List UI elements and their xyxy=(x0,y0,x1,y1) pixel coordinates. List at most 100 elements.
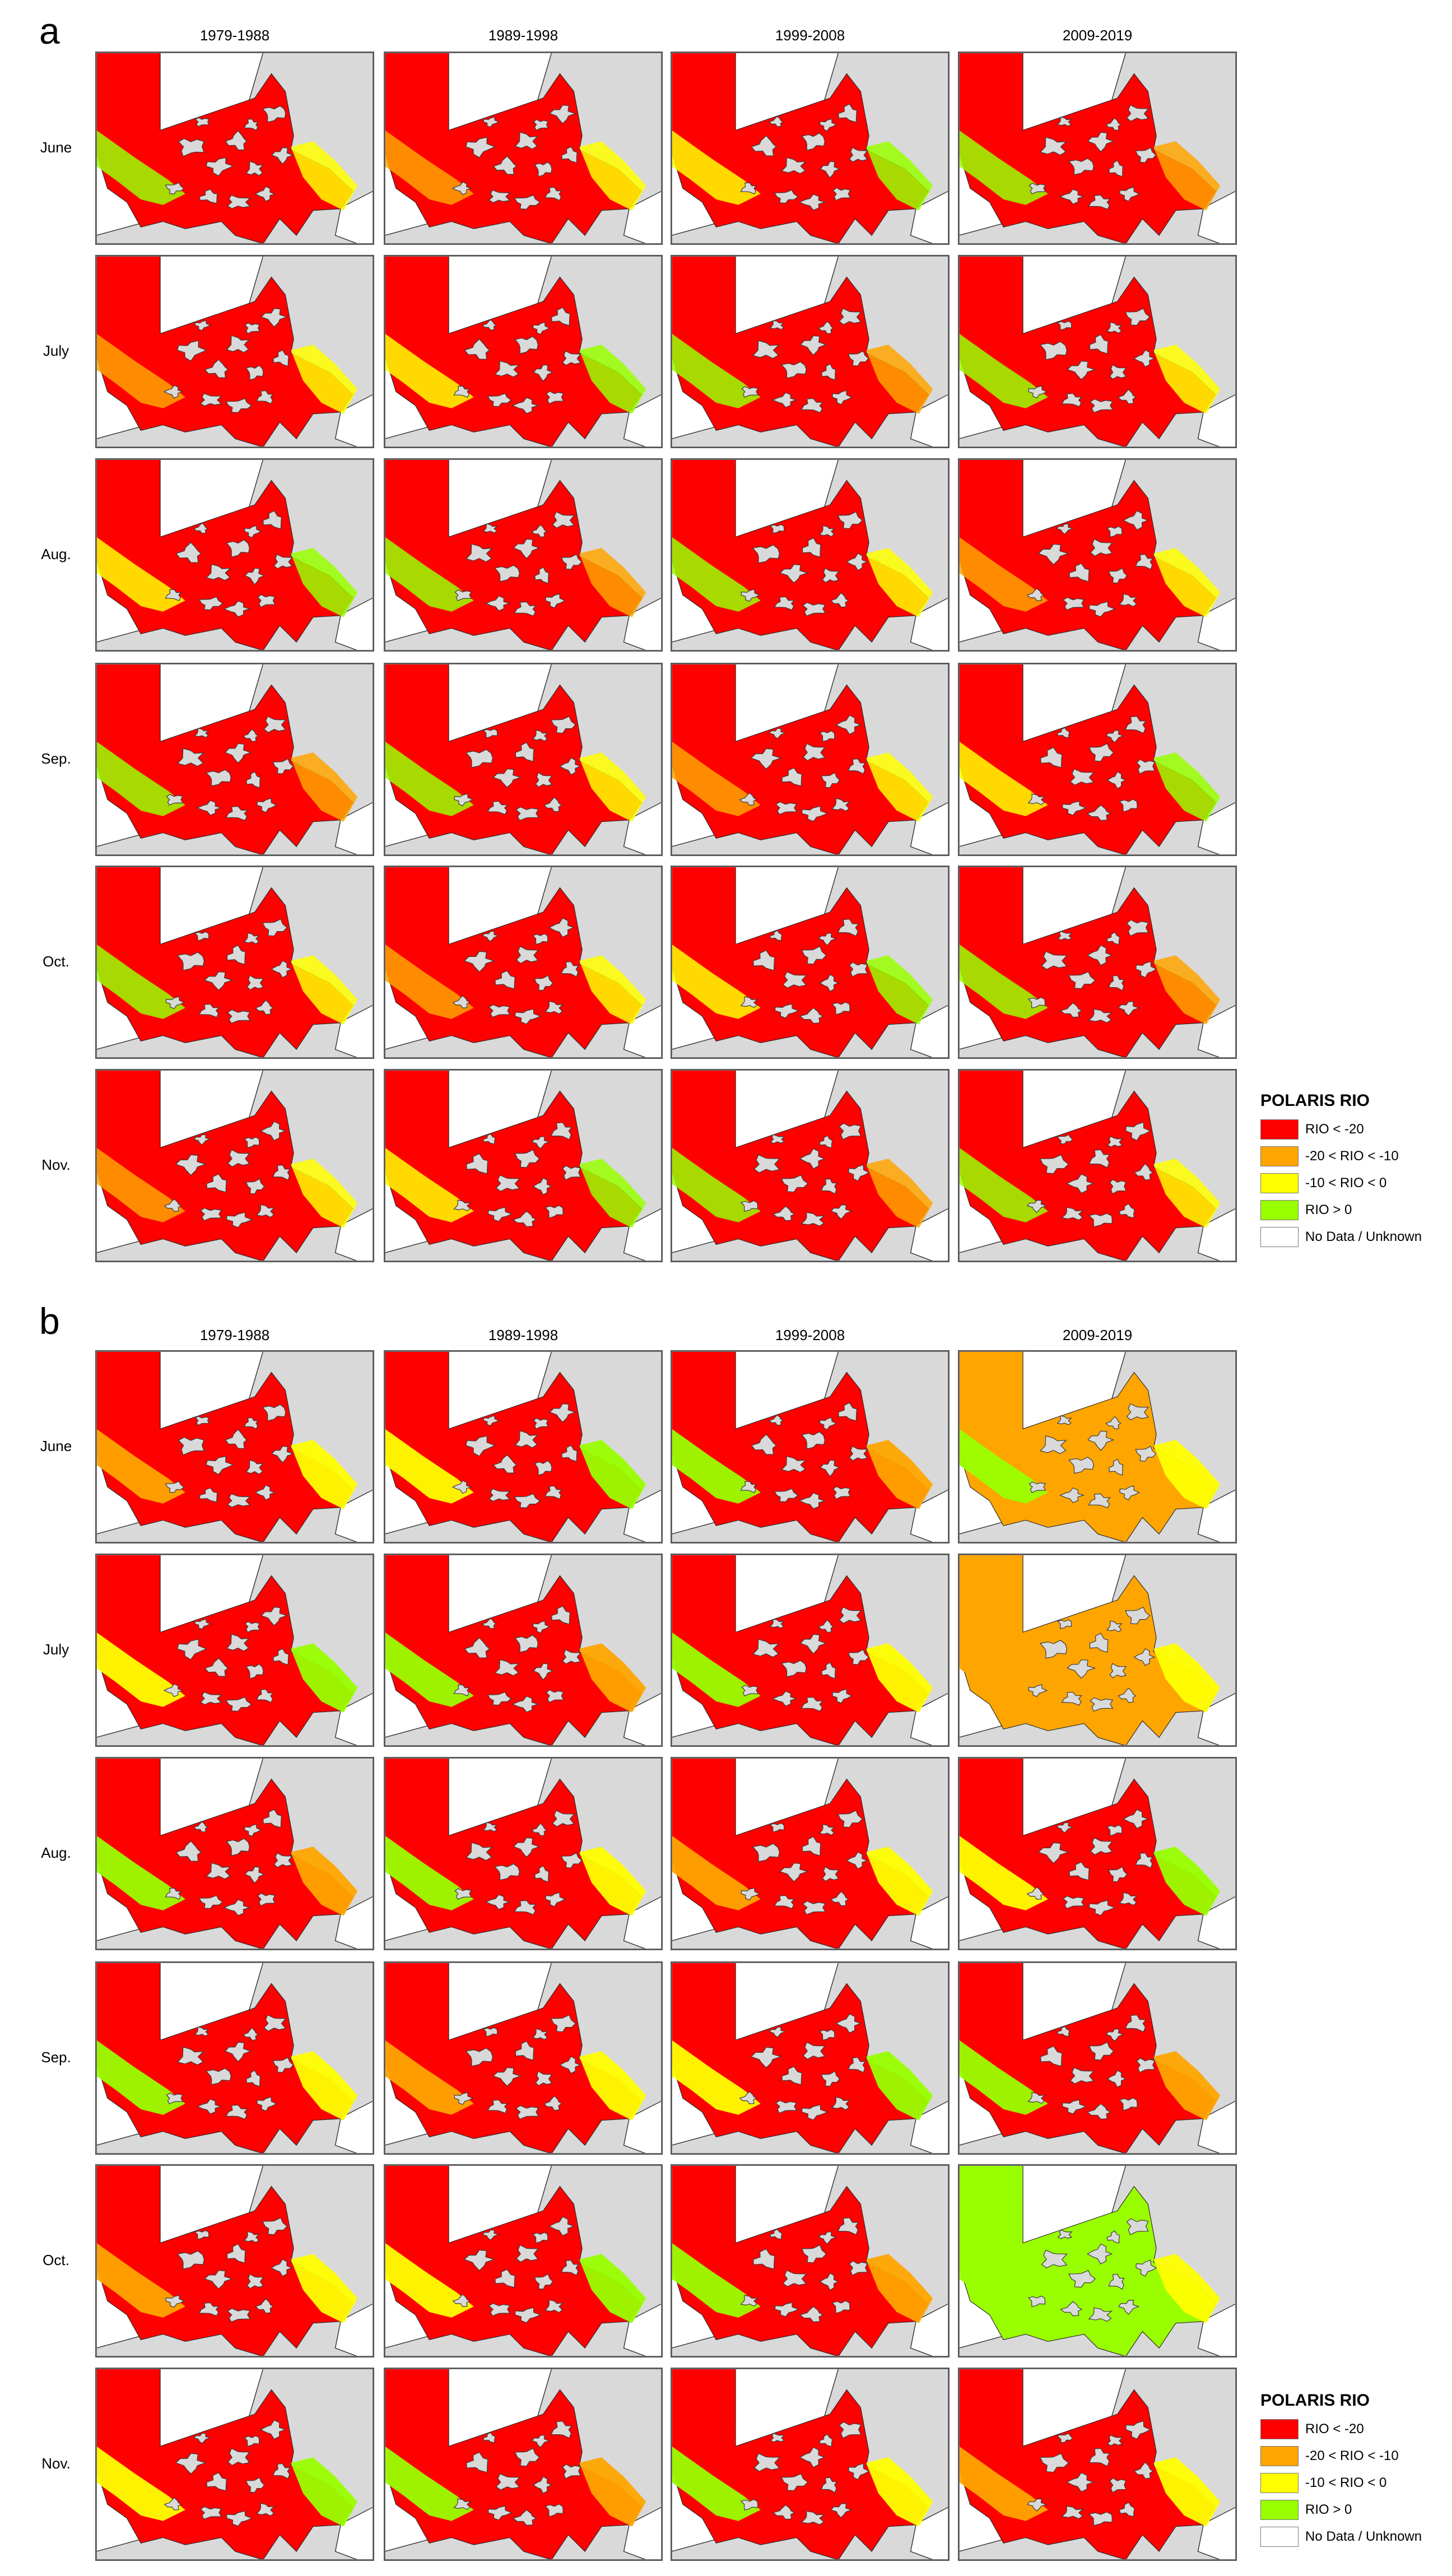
arctic-island xyxy=(769,320,785,330)
coastal-band-west xyxy=(672,2040,761,2115)
arctic-island xyxy=(1109,1179,1127,1194)
arctic-island xyxy=(775,801,798,815)
arctic-island xyxy=(1105,730,1124,743)
arctic-island xyxy=(263,715,287,733)
arctic-island xyxy=(273,1648,289,1666)
arctic-island xyxy=(820,118,837,132)
arctic-island xyxy=(465,137,496,159)
map-frame xyxy=(96,1555,373,1746)
coastal-band-west xyxy=(672,2446,761,2521)
ice-map-cell xyxy=(384,1757,663,1950)
arctic-island xyxy=(271,1445,294,1463)
arctic-island xyxy=(177,748,204,767)
arctic-island xyxy=(226,2243,246,2264)
arctic-island xyxy=(1057,1415,1072,1425)
arctic-island xyxy=(752,1639,780,1658)
coastal-band-west xyxy=(959,2243,1048,2318)
arctic-island xyxy=(837,1810,863,1828)
ice-map-cell xyxy=(384,1069,663,1262)
ice-map-cell xyxy=(95,1554,374,1747)
arctic-island xyxy=(837,511,863,529)
ice-map-svg xyxy=(96,2369,373,2560)
arctic-island xyxy=(197,2099,222,2114)
coastal-band-west xyxy=(385,1429,474,1504)
arctic-island xyxy=(802,602,826,617)
ice-map-cell xyxy=(95,1757,374,1950)
arctic-island xyxy=(769,2229,783,2240)
arctic-island xyxy=(488,2303,511,2317)
arctic-island xyxy=(178,138,205,157)
arctic-island xyxy=(1090,1837,1113,1856)
arctic-island xyxy=(1124,716,1147,734)
ice-map-cell xyxy=(384,2368,663,2561)
coastal-band-east xyxy=(579,1159,646,1228)
coastal-band-east xyxy=(291,752,358,822)
arctic-island xyxy=(546,1689,564,1703)
arctic-island xyxy=(466,1842,493,1861)
arctic-island xyxy=(548,917,575,938)
arctic-island xyxy=(225,806,249,821)
arctic-island xyxy=(485,596,511,611)
arctic-island xyxy=(1126,919,1149,937)
arctic-island xyxy=(515,742,534,762)
ice-map-cell xyxy=(95,1961,374,2155)
arctic-island xyxy=(1088,1900,1116,1916)
map-frame xyxy=(96,2369,373,2560)
arctic-island xyxy=(193,1134,211,1146)
coastal-band-west xyxy=(96,1632,185,1707)
coastal-band-east xyxy=(1153,2457,1221,2527)
ice-map-svg xyxy=(959,53,1236,244)
arctic-island xyxy=(752,1843,780,1862)
legend-label: RIO < -20 xyxy=(1305,2421,1364,2436)
row-label: Nov. xyxy=(41,1156,71,1173)
arctic-island xyxy=(515,2105,539,2120)
arctic-island xyxy=(206,157,234,176)
coastal-band-west xyxy=(959,130,1048,205)
arctic-island xyxy=(260,2419,286,2440)
ice-map-cell xyxy=(671,1961,950,2155)
arctic-island xyxy=(838,104,858,123)
arctic-island xyxy=(514,1149,540,1168)
coastal-band-west xyxy=(96,2243,185,2318)
arctic-island xyxy=(262,2217,288,2235)
arctic-island xyxy=(1061,1207,1085,1221)
arctic-island xyxy=(198,1895,224,1909)
arctic-island xyxy=(533,322,550,335)
arctic-island xyxy=(769,524,785,534)
arctic-island xyxy=(1057,2229,1073,2239)
arctic-island xyxy=(1088,601,1116,617)
arctic-island xyxy=(256,1204,275,1218)
arctic-island xyxy=(225,398,252,413)
map-frame xyxy=(96,1070,373,1261)
arctic-island xyxy=(1088,194,1111,210)
coastal-band-east xyxy=(1153,141,1221,211)
ice-map-svg xyxy=(96,1555,373,1746)
legend-item: -10 < RIO < 0 xyxy=(1260,1173,1445,1200)
arctic-island xyxy=(199,189,218,204)
arctic-island xyxy=(1106,2070,1127,2088)
arctic-island xyxy=(534,975,553,991)
arctic-island xyxy=(454,589,472,601)
arctic-island xyxy=(1089,1633,1109,1653)
ice-map-cell xyxy=(671,866,950,1059)
ice-map-cell xyxy=(95,458,374,652)
map-frame xyxy=(385,1351,662,1542)
coastal-band-west xyxy=(672,1429,761,1504)
arctic-island xyxy=(821,363,836,381)
arctic-island xyxy=(544,1001,564,1015)
panel-label-b: b xyxy=(39,1300,60,1342)
arctic-island xyxy=(1119,2098,1138,2111)
arctic-island xyxy=(226,2510,253,2527)
arctic-island xyxy=(244,1136,260,1148)
arctic-island xyxy=(514,194,541,210)
ice-map-cell xyxy=(671,2368,950,2561)
arctic-island xyxy=(1108,568,1128,584)
arctic-island xyxy=(561,2259,579,2276)
arctic-island xyxy=(818,1619,834,1633)
ice-map-cell xyxy=(95,866,374,1059)
legend-label: RIO < -20 xyxy=(1305,1122,1364,1137)
arctic-island xyxy=(163,385,184,399)
legend-items: RIO < -20 -20 < RIO < -10 -10 < RIO < 0 RIO… xyxy=(1260,1119,1445,1254)
map-frame xyxy=(959,2165,1236,2356)
arctic-island xyxy=(543,2095,562,2111)
